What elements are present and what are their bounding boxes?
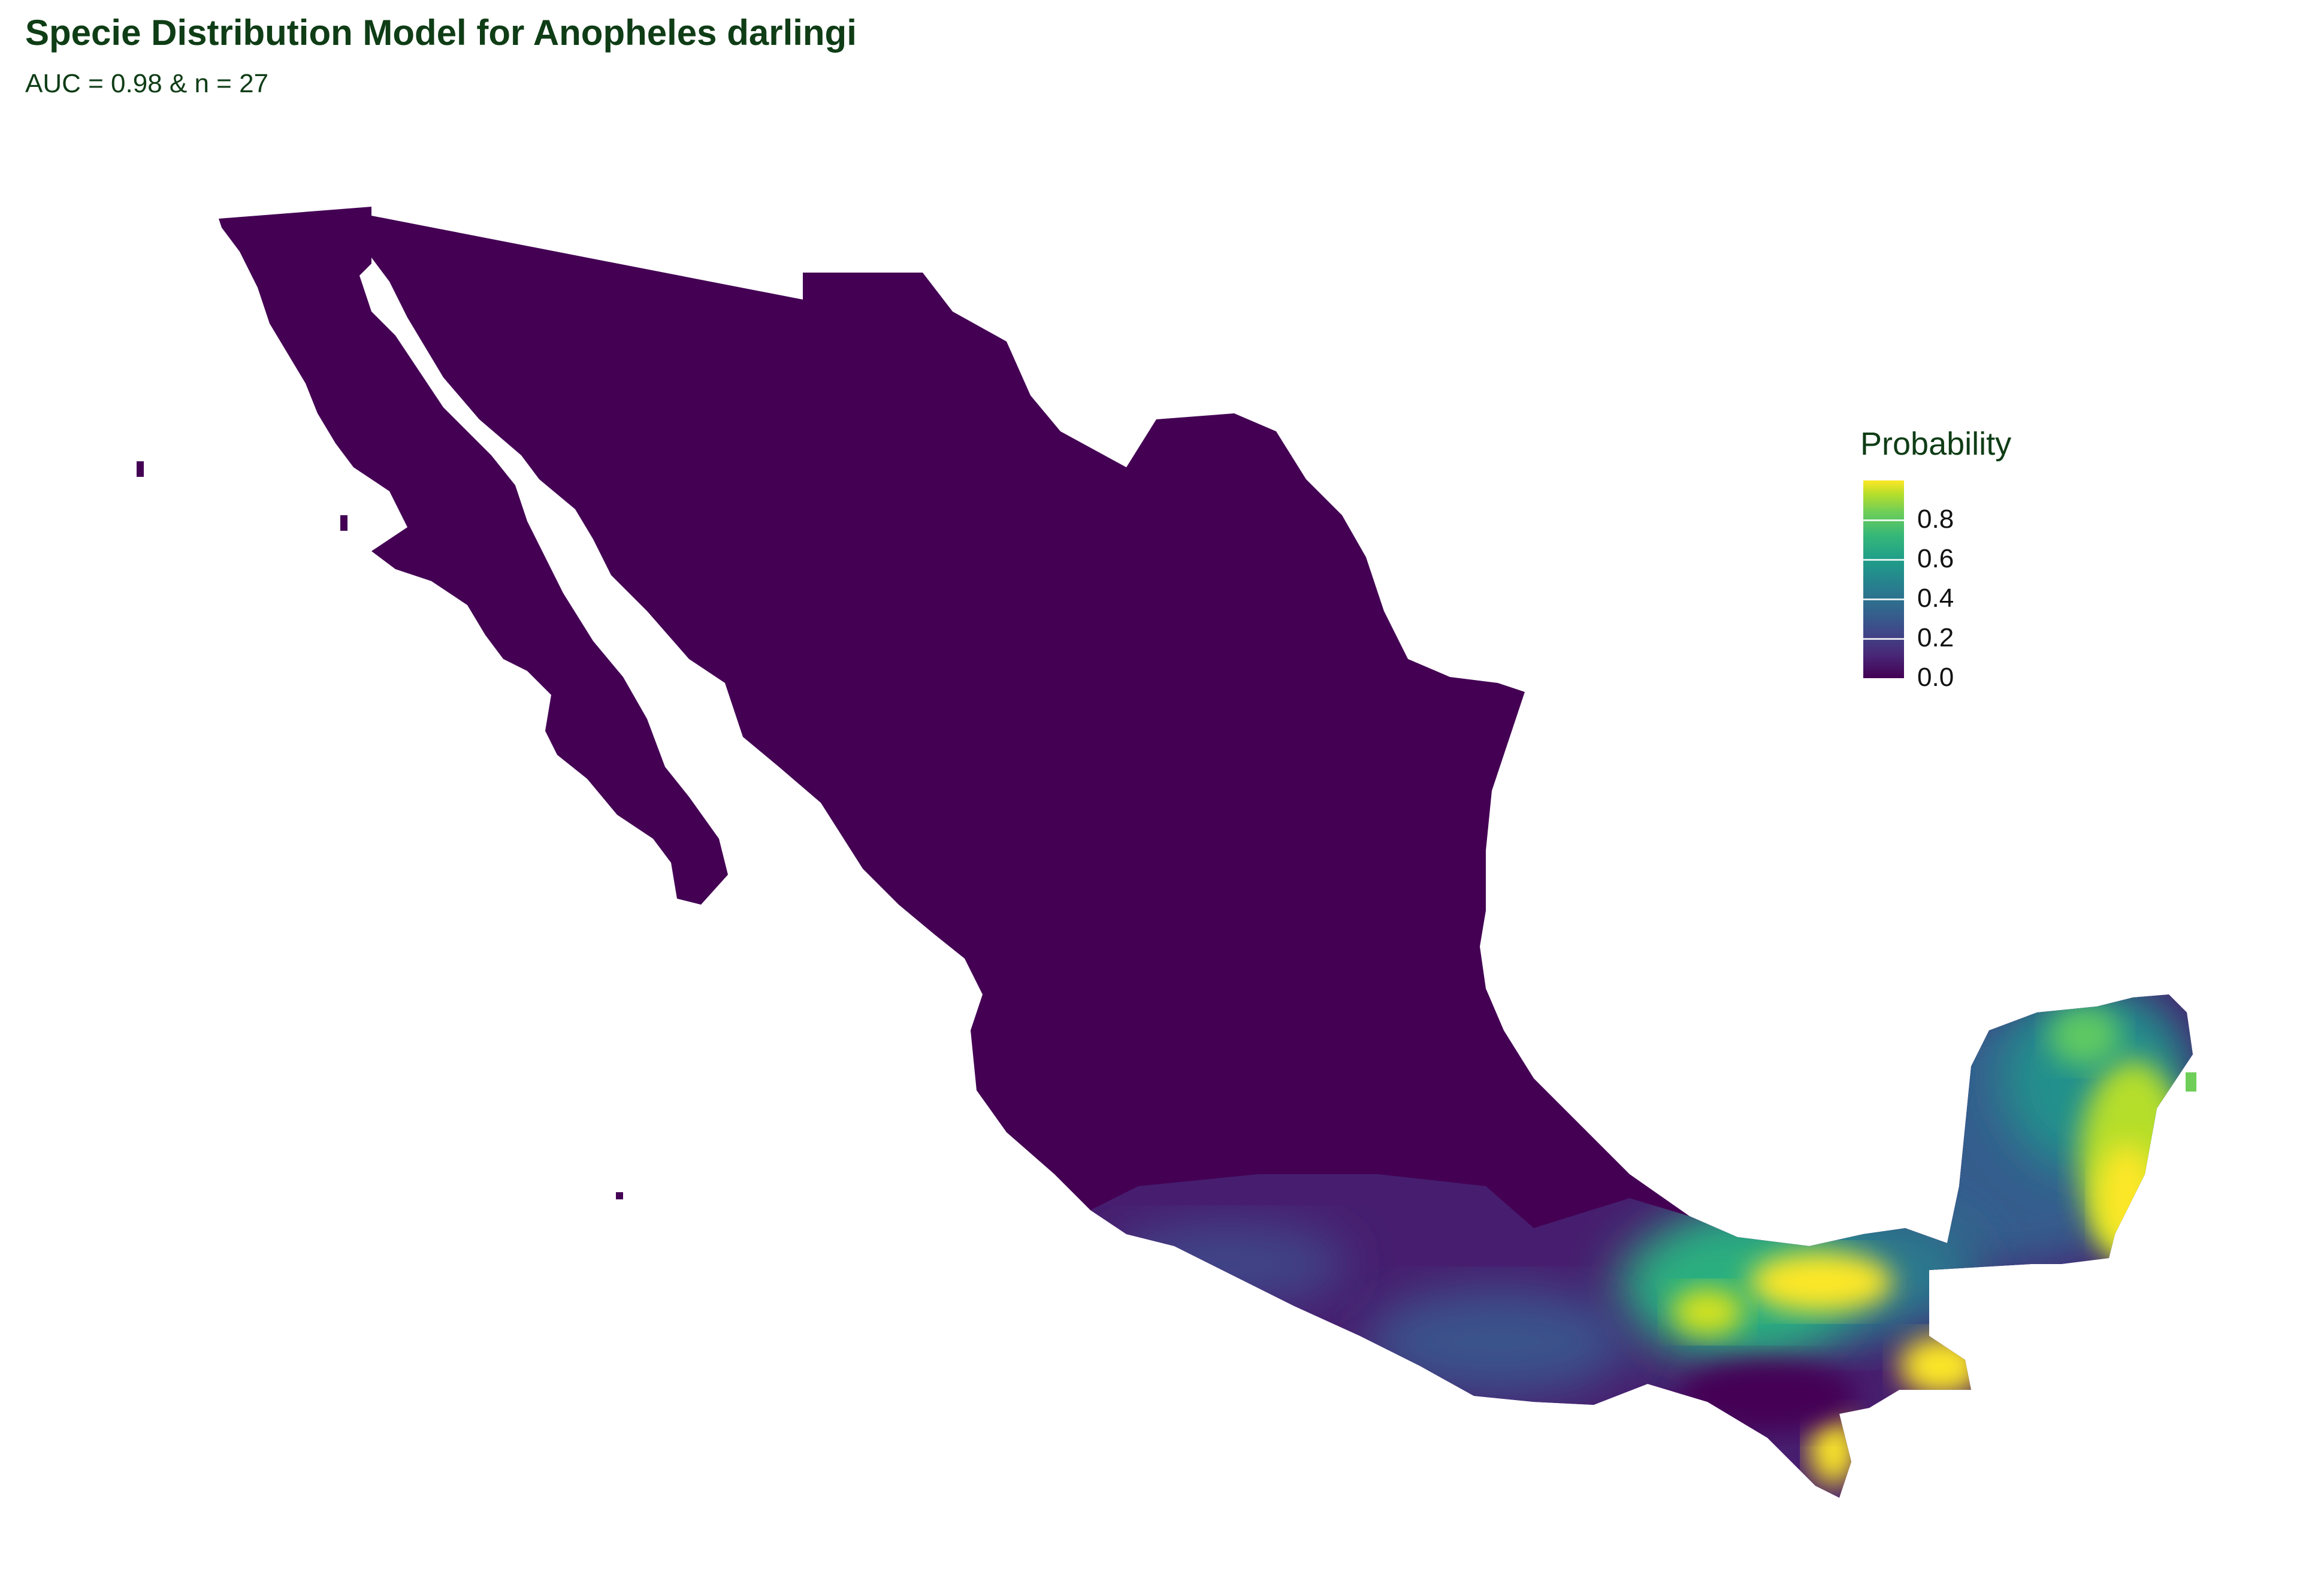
legend-tick-label: 0.0 [1917, 663, 1954, 692]
legend-title: Probability [1860, 426, 2012, 462]
legend-tick-mark [1863, 519, 1904, 521]
legend-tick-mark [1863, 598, 1904, 600]
chart-title: Specie Distribution Model for Anopheles … [25, 13, 857, 53]
legend-colorbar [1863, 480, 1904, 678]
legend-body: 0.0 0.2 0.4 0.6 0.8 [1860, 480, 2011, 692]
island-cozumel [2186, 1072, 2196, 1092]
mexico-mainland [371, 216, 2193, 1498]
legend-tick-label: 0.4 [1917, 584, 1954, 613]
chart-subtitle: AUC = 0.98 & n = 27 [25, 69, 269, 98]
legend: Probability 0.0 0.2 0.4 0.6 0.8 [1860, 425, 2012, 692]
legend-tick-label: 0.6 [1917, 544, 1954, 573]
legend-tick-label: 0.2 [1917, 623, 1954, 652]
island-socorro [616, 1192, 623, 1199]
baja-california [219, 207, 728, 905]
legend-tick-label: 0.8 [1917, 504, 1954, 534]
island-cedros [340, 515, 347, 531]
legend-tick-mark [1863, 558, 1904, 561]
island-guadalupe [137, 461, 144, 477]
legend-tick-mark [1863, 637, 1904, 640]
